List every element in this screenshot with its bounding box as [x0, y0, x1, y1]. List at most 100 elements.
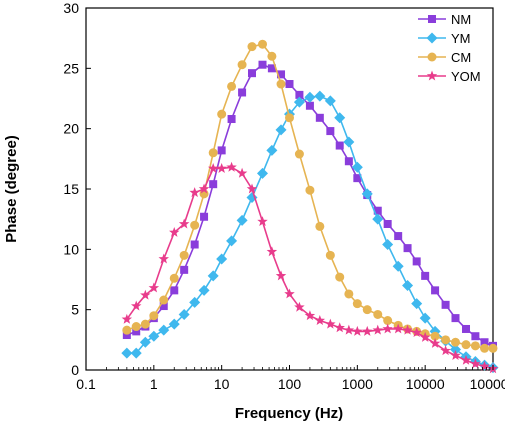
data-point-ym: [275, 124, 287, 136]
data-point-cm: [140, 319, 150, 329]
data-point-cm: [315, 221, 325, 231]
data-point-nm: [295, 90, 304, 99]
data-point-ym: [334, 112, 346, 124]
data-point-ym: [246, 191, 258, 203]
data-point-yom: [246, 183, 258, 194]
series-yom: [121, 161, 499, 374]
data-point-yom: [266, 246, 278, 257]
legend-label: CM: [451, 50, 471, 65]
data-point-cm: [131, 322, 141, 332]
data-point-nm: [383, 219, 392, 228]
data-point-ym: [178, 308, 190, 320]
data-point-yom: [314, 315, 326, 325]
data-point-cm: [480, 343, 490, 353]
data-point-cm: [276, 79, 286, 89]
legend: NM YM CM YOM: [418, 12, 481, 84]
data-point-yom: [382, 323, 393, 334]
data-point-ym: [449, 343, 461, 355]
series-layer: [121, 39, 499, 374]
data-point-yom: [140, 289, 151, 300]
legend-label: YM: [451, 31, 471, 46]
legend-swatch-marker: [428, 15, 436, 23]
data-point-cm: [470, 341, 480, 351]
data-point-nm: [394, 232, 403, 241]
data-point-cm: [461, 340, 471, 350]
data-point-nm: [277, 70, 286, 79]
data-point-ym: [304, 91, 316, 103]
data-point-nm: [180, 265, 189, 274]
data-point-yom: [178, 218, 190, 229]
data-point-yom: [450, 350, 461, 360]
legend-swatch-marker: [427, 52, 437, 62]
data-point-yom: [148, 282, 160, 293]
data-point-ym: [382, 239, 394, 251]
data-point-yom: [343, 324, 355, 335]
x-tick-label: 10: [214, 376, 230, 392]
data-point-nm: [344, 157, 353, 166]
data-point-yom: [189, 187, 200, 198]
data-point-nm: [170, 286, 179, 295]
data-point-cm: [149, 311, 159, 321]
data-point-yom: [275, 270, 287, 281]
data-point-nm: [441, 300, 450, 309]
data-point-cm: [325, 250, 335, 260]
data-point-ym: [121, 347, 133, 359]
data-point-yom: [402, 324, 413, 335]
data-point-yom: [479, 360, 490, 371]
data-point-nm: [285, 80, 294, 89]
data-point-cm: [267, 51, 277, 61]
y-tick-label: 30: [63, 0, 79, 16]
data-point-nm: [190, 240, 199, 249]
x-tick-label: 0.1: [76, 376, 96, 392]
y-tick-label: 0: [71, 362, 79, 378]
data-point-nm: [132, 327, 141, 336]
data-point-yom: [352, 325, 363, 336]
data-point-cm: [159, 295, 169, 305]
data-point-yom: [121, 313, 133, 324]
y-tick-label: 20: [63, 121, 79, 137]
data-point-ym: [361, 188, 373, 200]
data-point-ym: [402, 280, 414, 292]
x-tick-label: 1: [150, 376, 158, 392]
data-point-nm: [451, 314, 460, 323]
x-tick-label: 1000: [342, 376, 373, 392]
data-point-cm: [237, 60, 247, 70]
legend-item-nm: NM: [418, 12, 471, 27]
data-point-ym: [419, 312, 431, 324]
data-point-cm: [344, 289, 354, 299]
legend-item-yom: YOM: [418, 69, 481, 84]
data-point-nm: [258, 60, 267, 69]
legend-swatch-marker: [426, 70, 438, 81]
x-axis-title: Frequency (Hz): [235, 405, 343, 422]
legend-item-ym: YM: [418, 31, 471, 46]
data-point-ym: [293, 96, 305, 108]
data-point-cm: [305, 185, 315, 195]
data-point-ym: [139, 336, 151, 348]
data-point-yom: [460, 354, 472, 365]
data-point-cm: [450, 337, 460, 347]
data-point-yom: [257, 216, 268, 227]
data-point-nm: [412, 257, 421, 266]
y-tick-label: 5: [71, 302, 79, 318]
data-point-cm: [373, 309, 383, 319]
data-point-ym: [257, 167, 269, 179]
data-point-yom: [294, 301, 305, 312]
data-point-ym: [372, 213, 384, 225]
data-point-yom: [198, 183, 210, 194]
data-point-nm: [227, 115, 236, 124]
data-point-nm: [305, 101, 314, 110]
data-point-ym: [130, 347, 142, 359]
data-point-ym: [148, 330, 160, 342]
y-tick-label: 25: [63, 60, 79, 76]
data-point-yom: [130, 300, 142, 311]
data-point-yom: [158, 253, 169, 264]
series-nm: [122, 60, 497, 350]
legend-label: YOM: [451, 69, 481, 84]
data-point-yom: [304, 310, 316, 321]
data-point-yom: [226, 161, 237, 172]
data-point-nm: [373, 206, 382, 215]
data-point-ym: [198, 284, 210, 296]
data-point-cm: [285, 113, 294, 123]
data-point-yom: [284, 288, 295, 299]
